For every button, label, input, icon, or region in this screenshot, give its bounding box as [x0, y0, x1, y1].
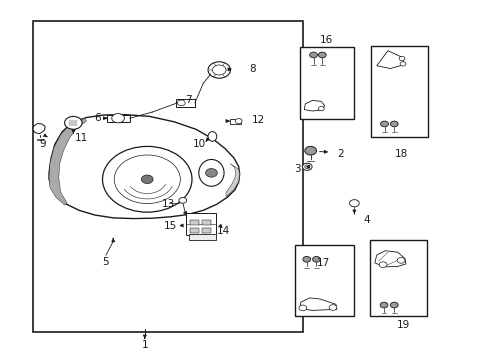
Circle shape	[302, 256, 310, 262]
Text: 2: 2	[336, 149, 343, 158]
Text: 9: 9	[40, 139, 46, 149]
Circle shape	[64, 116, 82, 129]
Text: 6: 6	[94, 113, 101, 123]
Text: 8: 8	[248, 64, 255, 73]
Text: 14: 14	[217, 226, 230, 236]
Polygon shape	[376, 51, 403, 68]
Circle shape	[349, 200, 359, 207]
Circle shape	[318, 52, 325, 58]
Circle shape	[379, 302, 387, 308]
Circle shape	[399, 62, 405, 66]
Circle shape	[235, 118, 242, 123]
Circle shape	[380, 121, 387, 127]
Circle shape	[114, 155, 180, 203]
Circle shape	[298, 305, 306, 311]
Text: 18: 18	[394, 149, 407, 159]
Circle shape	[141, 175, 153, 184]
Circle shape	[304, 165, 309, 168]
Bar	[190, 228, 199, 233]
Bar	[176, 99, 195, 107]
Circle shape	[207, 62, 230, 78]
Circle shape	[177, 100, 185, 106]
Circle shape	[378, 262, 386, 267]
Circle shape	[309, 52, 317, 58]
Bar	[186, 213, 216, 235]
Text: 17: 17	[316, 258, 329, 268]
Bar	[202, 220, 210, 225]
Text: 4: 4	[363, 215, 369, 225]
Circle shape	[389, 121, 397, 127]
Text: 13: 13	[162, 199, 175, 209]
Polygon shape	[304, 100, 324, 111]
Circle shape	[396, 257, 404, 263]
Bar	[190, 220, 199, 225]
Circle shape	[318, 107, 324, 111]
Circle shape	[304, 147, 316, 155]
Text: 7: 7	[185, 95, 191, 105]
Ellipse shape	[207, 132, 216, 141]
Circle shape	[389, 302, 397, 308]
Text: 19: 19	[396, 320, 409, 330]
Circle shape	[102, 147, 192, 212]
Ellipse shape	[199, 159, 224, 186]
Bar	[107, 114, 129, 122]
Circle shape	[302, 163, 311, 170]
Bar	[202, 228, 210, 233]
Polygon shape	[374, 251, 405, 267]
Bar	[369, 240, 427, 316]
Bar	[189, 234, 215, 240]
Text: 1: 1	[141, 340, 148, 350]
Bar	[370, 46, 427, 137]
Polygon shape	[33, 123, 45, 134]
Bar	[299, 47, 354, 118]
Bar	[33, 21, 302, 332]
Circle shape	[328, 305, 336, 310]
Circle shape	[398, 57, 404, 61]
Text: 10: 10	[193, 139, 206, 149]
Circle shape	[212, 65, 225, 75]
Polygon shape	[299, 298, 336, 310]
Circle shape	[112, 113, 124, 123]
Text: 3: 3	[293, 164, 300, 174]
Text: 12: 12	[251, 115, 264, 125]
Text: 5: 5	[102, 257, 109, 267]
Text: 15: 15	[163, 221, 176, 231]
Bar	[229, 118, 240, 124]
Text: 11: 11	[75, 133, 88, 143]
Bar	[294, 245, 354, 316]
Polygon shape	[49, 118, 86, 205]
Polygon shape	[225, 163, 239, 197]
Circle shape	[312, 256, 320, 262]
Circle shape	[179, 198, 186, 203]
Circle shape	[205, 168, 217, 177]
Text: 16: 16	[319, 35, 333, 45]
Polygon shape	[49, 114, 239, 219]
